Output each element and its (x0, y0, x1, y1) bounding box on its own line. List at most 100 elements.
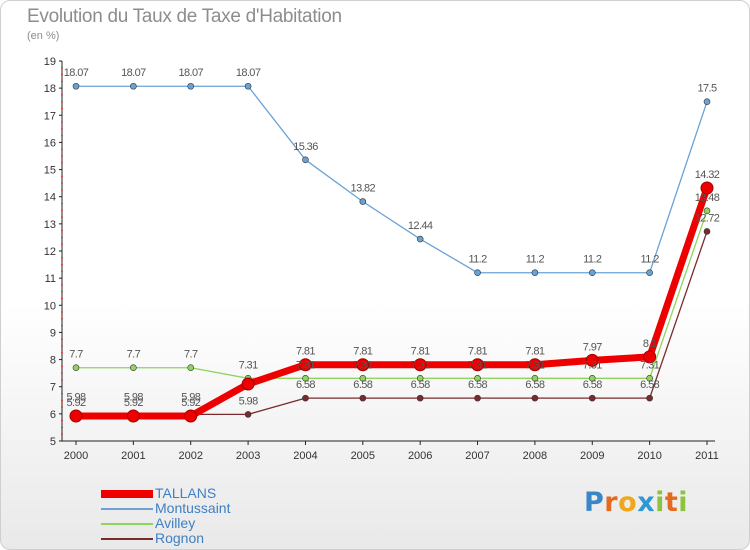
data-point-avilley (703, 207, 711, 215)
y-minor-tick (61, 148, 63, 150)
data-point-montussaint (359, 198, 367, 205)
y-minor-tick (61, 203, 63, 204)
y-tick-label: 15 (44, 165, 56, 177)
y-minor-tick (61, 230, 63, 232)
data-point-avilley (187, 364, 195, 372)
data-label-avilley: 13.48 (695, 192, 720, 204)
y-tick-label: 5 (50, 436, 56, 448)
legend-swatch (101, 537, 153, 540)
y-minor-tick (61, 243, 63, 245)
series-line-montussaint (76, 85, 708, 274)
data-label-tallans: 7.81 (468, 346, 487, 358)
data-label-montussaint: 18.07 (121, 67, 146, 79)
y-minor-tick (61, 264, 63, 266)
data-label-avilley: 7.31 (353, 359, 372, 371)
y-minor-tick (61, 189, 63, 191)
x-tick-label: 2005 (351, 450, 375, 462)
y-minor-tick (61, 175, 63, 177)
data-point-tallans (471, 358, 485, 372)
brand-letter: P (584, 487, 605, 518)
y-minor-tick (61, 298, 63, 299)
data-point-avilley (359, 374, 367, 382)
x-tick-label: 2010 (637, 450, 661, 462)
y-minor-tick (61, 270, 63, 272)
data-point-rognon (588, 394, 596, 402)
data-label-montussaint: 11.2 (468, 254, 487, 266)
data-label-avilley: 7.7 (127, 349, 141, 361)
y-minor-tick (61, 325, 63, 327)
data-label-montussaint: 12.44 (408, 220, 433, 232)
series-line-avilley (76, 210, 708, 379)
data-label-rognon: 5.98 (181, 391, 200, 403)
brand-letter: r (604, 487, 619, 518)
data-point-montussaint (703, 98, 711, 106)
data-label-tallans: 14.32 (695, 169, 720, 181)
data-point-rognon (302, 394, 309, 402)
y-tick-label: 19 (44, 56, 56, 68)
data-label-tallans: 8.1 (643, 338, 657, 350)
data-label-tallans: 7.97 (583, 341, 602, 353)
x-tick-label: 2009 (580, 450, 604, 462)
y-minor-tick (61, 345, 63, 347)
data-point-montussaint (130, 82, 137, 90)
y-minor-tick (61, 284, 63, 286)
y-minor-tick (61, 420, 63, 422)
legend-swatch (101, 522, 153, 525)
data-point-tallans (413, 358, 427, 372)
brand-letter: x (637, 487, 656, 518)
data-label-montussaint: 18.07 (64, 67, 89, 79)
y-minor-tick (61, 155, 63, 157)
data-label-montussaint: 11.2 (641, 254, 660, 266)
data-label-rognon: 5.98 (66, 391, 85, 403)
data-label-rognon: 6.58 (296, 379, 315, 391)
data-label-rognon: 5.98 (239, 395, 258, 407)
data-point-rognon (531, 394, 539, 402)
data-point-rognon (244, 411, 252, 418)
y-tick-label: 13 (44, 219, 56, 231)
y-tick-label: 7 (50, 382, 56, 394)
y-minor-tick (61, 121, 63, 123)
y-tick-label: 8 (50, 355, 56, 367)
x-tick-label: 2002 (178, 450, 202, 462)
data-point-avilley (72, 364, 80, 372)
legend-swatch (101, 507, 153, 510)
x-tick-label: 2001 (121, 450, 145, 462)
legend-item-montussaint: Montussaint (101, 501, 230, 516)
data-label-montussaint: 18.07 (178, 67, 203, 79)
y-tick-label: 11 (45, 273, 56, 285)
data-point-montussaint (187, 82, 195, 90)
y-minor-tick (61, 433, 63, 435)
y-tick-label: 14 (44, 192, 56, 204)
y-minor-tick (61, 162, 63, 164)
y-tick-label: 16 (44, 137, 56, 149)
data-point-montussaint (416, 235, 424, 243)
y-minor-tick (61, 135, 63, 137)
y-minor-tick (61, 74, 63, 76)
data-label-tallans: 5.92 (181, 397, 200, 409)
x-tick-label: 2006 (408, 450, 432, 462)
legend-label: Avilley (155, 515, 196, 531)
y-minor-tick (61, 216, 63, 218)
data-label-avilley: 7.31 (239, 359, 258, 371)
chart-title: Evolution du Taux de Taxe d'Habitation (27, 6, 342, 27)
data-label-montussaint: 18.07 (236, 67, 261, 79)
x-tick-label: 2004 (293, 450, 317, 462)
y-minor-tick (61, 372, 63, 374)
data-point-tallans (69, 409, 83, 423)
data-label-avilley: 7.7 (69, 349, 83, 361)
data-label-avilley: 7.31 (411, 359, 430, 371)
data-point-rognon (474, 394, 481, 402)
data-point-avilley (416, 374, 424, 382)
data-label-tallans: 7.81 (353, 346, 372, 358)
data-label-avilley: 7.31 (296, 359, 315, 371)
y-minor-tick (61, 393, 63, 394)
data-point-tallans (585, 353, 599, 367)
data-point-rognon (416, 394, 424, 402)
y-minor-tick (61, 236, 63, 238)
data-label-montussaint: 15.36 (293, 141, 318, 153)
y-tick-label: 6 (50, 409, 56, 421)
data-label-avilley: 7.31 (525, 359, 544, 371)
y-minor-tick (61, 365, 63, 367)
